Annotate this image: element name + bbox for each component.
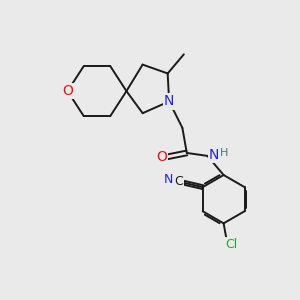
Text: O: O xyxy=(156,150,167,164)
Text: Cl: Cl xyxy=(226,238,238,251)
Text: H: H xyxy=(219,148,228,158)
Text: N: N xyxy=(164,173,173,186)
Text: C: C xyxy=(174,175,183,188)
Text: N: N xyxy=(164,94,174,108)
Text: N: N xyxy=(209,148,219,162)
Text: O: O xyxy=(62,84,73,98)
